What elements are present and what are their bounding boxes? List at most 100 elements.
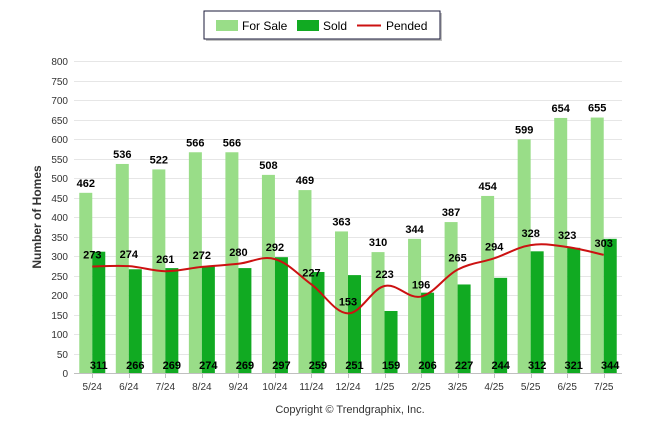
data-label-pended: 153	[339, 296, 357, 308]
data-label-for-sale: 566	[186, 137, 204, 149]
data-label-sold: 259	[309, 360, 327, 372]
data-label-sold: 312	[528, 360, 546, 372]
bar-sold	[567, 247, 581, 373]
y-tick-label: 450	[51, 194, 68, 205]
data-label-pended: 303	[595, 238, 613, 250]
copyright-text: Copyright © Trendgraphix, Inc.	[275, 404, 424, 416]
bar-sold	[603, 238, 617, 373]
legend-label-for-sale: For Sale	[242, 19, 288, 33]
y-tick-label: 150	[51, 311, 68, 322]
data-label-for-sale: 655	[588, 103, 606, 115]
legend: For Sale Sold Pended	[203, 10, 442, 41]
data-label-pended: 274	[120, 249, 139, 261]
legend-label-sold: Sold	[323, 19, 347, 33]
legend-box	[203, 10, 441, 40]
data-label-pended: 227	[302, 267, 320, 279]
bar-sold	[165, 268, 179, 373]
bar-sold	[384, 310, 398, 373]
data-label-pended: 261	[156, 254, 174, 266]
y-axis: 0 50 100 150 200 250 300 350 400 450 500 550 600 650 7…	[51, 57, 68, 380]
bar-for-sale	[408, 238, 422, 373]
data-label-pended: 196	[412, 280, 430, 292]
data-label-pended: 223	[375, 269, 393, 281]
x-tick-label: 8/24	[192, 382, 212, 393]
bar-sold	[92, 251, 106, 373]
bar-for-sale	[188, 152, 202, 373]
data-labels: 462 311 536 266 522 269 566 274 566 269 508 297 469 2…	[77, 103, 621, 372]
x-tick-label: 12/24	[335, 382, 360, 393]
data-label-pended: 273	[83, 250, 101, 262]
x-tick-label: 6/25	[557, 382, 577, 393]
data-label-for-sale: 310	[369, 237, 387, 249]
data-label-for-sale: 344	[405, 224, 424, 236]
data-label-sold: 344	[601, 360, 620, 372]
y-tick-label: 750	[51, 77, 68, 88]
bar-for-sale	[225, 152, 239, 373]
y-tick-label: 500	[51, 174, 68, 185]
bar-sold	[238, 268, 252, 373]
data-label-for-sale: 536	[113, 149, 131, 161]
x-tick-label: 5/24	[83, 382, 103, 393]
pended-line	[92, 243, 604, 315]
data-label-pended: 265	[448, 253, 466, 265]
bar-for-sale	[481, 195, 495, 373]
pended-line-layer	[92, 243, 604, 315]
y-tick-label: 400	[51, 213, 68, 224]
x-tick-label: 7/24	[156, 382, 176, 393]
data-label-sold: 311	[90, 360, 108, 372]
data-label-sold: 297	[272, 360, 290, 372]
data-label-sold: 269	[163, 360, 181, 372]
x-tick-label: 4/25	[484, 382, 504, 393]
data-label-sold: 159	[382, 360, 400, 372]
data-label-for-sale: 508	[259, 160, 277, 172]
data-label-pended: 280	[229, 247, 247, 259]
data-label-sold: 206	[418, 360, 436, 372]
data-label-for-sale: 654	[552, 103, 571, 115]
data-label-pended: 323	[558, 230, 576, 242]
bar-sold	[348, 275, 361, 373]
data-label-sold: 244	[491, 360, 510, 372]
data-label-sold: 227	[455, 360, 473, 372]
data-label-pended: 294	[485, 241, 504, 253]
data-label-for-sale: 387	[442, 207, 460, 219]
bar-sold	[311, 271, 325, 373]
data-label-pended: 292	[266, 242, 284, 254]
x-tick-label: 6/24	[119, 382, 139, 393]
y-tick-label: 800	[51, 57, 68, 68]
data-label-for-sale: 454	[478, 181, 497, 193]
bar-for-sale	[261, 174, 275, 373]
y-tick-label: 350	[51, 233, 68, 244]
bar-for-sale	[79, 192, 93, 373]
x-tick-label: 5/25	[521, 382, 541, 393]
legend-swatch-for-sale	[216, 20, 238, 31]
bar-sold	[421, 292, 435, 373]
x-tick-label: 3/25	[448, 382, 468, 393]
bar-for-sale	[444, 222, 458, 373]
bar-for-sale	[115, 163, 129, 373]
data-label-for-sale: 363	[332, 216, 350, 228]
x-axis: 5/24 6/24 7/24 8/24 9/24 10/24 11/24 12/24 1/25 2…	[74, 373, 622, 393]
data-label-sold: 321	[565, 360, 583, 372]
bar-sold	[128, 269, 142, 373]
bar-for-sale	[590, 117, 604, 373]
bar-for-sale	[298, 190, 312, 373]
data-label-pended: 328	[521, 228, 539, 240]
legend-label-pended: Pended	[386, 19, 427, 33]
x-tick-label: 2/25	[411, 382, 431, 393]
x-tick-label: 9/24	[229, 382, 249, 393]
bar-sold	[530, 251, 544, 373]
bar-for-sale	[371, 252, 385, 373]
data-label-for-sale: 522	[150, 154, 168, 166]
y-axis-title: Number of Homes	[30, 165, 44, 269]
y-tick-label: 250	[51, 272, 68, 283]
y-tick-label: 300	[51, 252, 68, 263]
data-label-pended: 272	[193, 250, 211, 262]
legend-swatch-sold	[297, 20, 319, 31]
data-label-sold: 251	[345, 360, 363, 372]
y-tick-label: 650	[51, 116, 68, 127]
x-tick-label: 7/25	[594, 382, 614, 393]
y-tick-label: 700	[51, 96, 68, 107]
bar-sold	[457, 284, 471, 373]
bar-for-sale	[517, 139, 531, 373]
